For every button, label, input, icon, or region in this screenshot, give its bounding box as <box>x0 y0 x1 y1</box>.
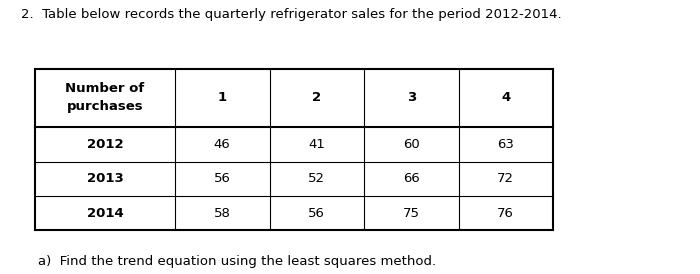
Text: 2014: 2014 <box>87 207 123 219</box>
Text: 63: 63 <box>497 138 514 151</box>
Text: 2.  Table below records the quarterly refrigerator sales for the period 2012-201: 2. Table below records the quarterly ref… <box>21 8 561 21</box>
Text: 52: 52 <box>308 172 326 185</box>
Text: 4: 4 <box>501 92 510 104</box>
Text: 56: 56 <box>214 172 231 185</box>
Text: 58: 58 <box>214 207 231 219</box>
Text: 75: 75 <box>402 207 420 219</box>
Text: 2: 2 <box>312 92 321 104</box>
Text: 46: 46 <box>214 138 230 151</box>
Text: 76: 76 <box>497 207 514 219</box>
Text: 72: 72 <box>497 172 514 185</box>
Text: 60: 60 <box>403 138 419 151</box>
Text: 2013: 2013 <box>87 172 123 185</box>
Text: a)  Find the trend equation using the least squares method.: a) Find the trend equation using the lea… <box>38 255 437 268</box>
Text: Number of
purchases: Number of purchases <box>65 82 145 113</box>
Text: 1: 1 <box>218 92 227 104</box>
Text: 56: 56 <box>308 207 326 219</box>
Text: 41: 41 <box>308 138 326 151</box>
Text: 3: 3 <box>407 92 416 104</box>
Text: 2012: 2012 <box>87 138 123 151</box>
Text: 66: 66 <box>403 172 419 185</box>
